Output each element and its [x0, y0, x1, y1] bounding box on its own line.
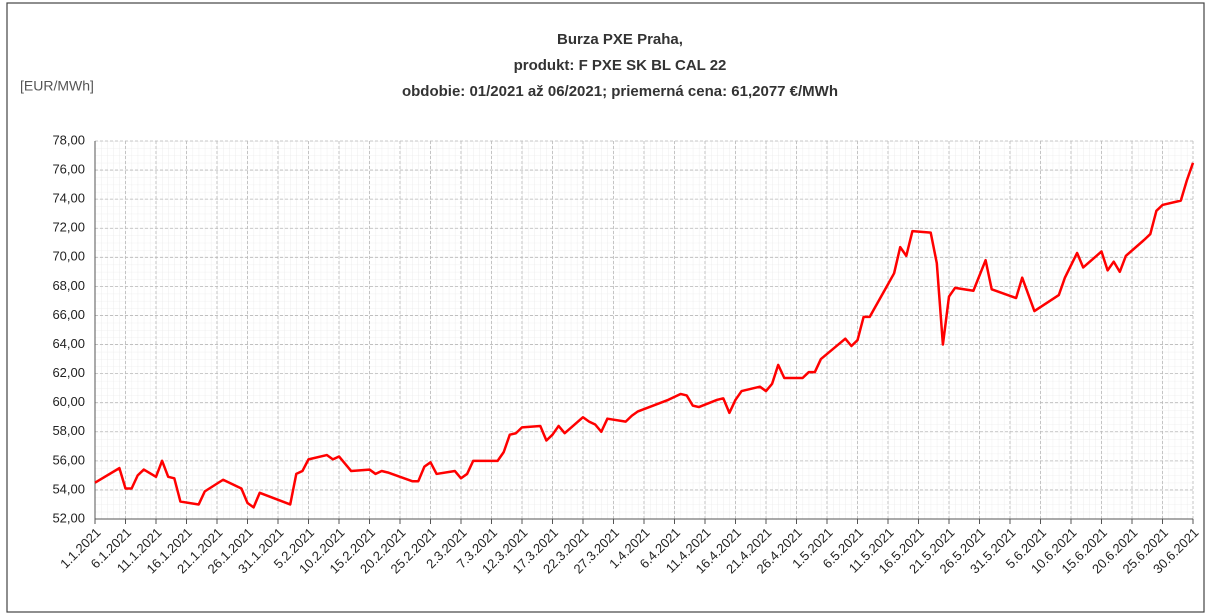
y-tick-label: 64,00 — [52, 336, 85, 351]
y-tick-label: 52,00 — [52, 510, 85, 525]
y-tick-label: 56,00 — [52, 452, 85, 467]
y-tick-label: 78,00 — [52, 132, 85, 147]
y-tick-label: 76,00 — [52, 162, 85, 177]
y-tick-label: 72,00 — [52, 220, 85, 235]
y-tick-label: 66,00 — [52, 307, 85, 322]
chart-title: Burza PXE Praha, — [557, 31, 683, 48]
y-tick-label: 54,00 — [52, 481, 85, 496]
y-tick-label: 58,00 — [52, 423, 85, 438]
chart-title: produkt: F PXE SK BL CAL 22 — [514, 57, 727, 74]
y-tick-label: 68,00 — [52, 278, 85, 293]
line — [94, 162, 1195, 509]
y-tick-label: 60,00 — [52, 394, 85, 409]
y-tick-label: 70,00 — [52, 249, 85, 264]
y-tick-label: 74,00 — [52, 191, 85, 206]
y-axis-label: [EUR/MWh] — [20, 78, 94, 94]
chart-title: obdobie: 01/2021 až 06/2021; priemerná c… — [402, 83, 838, 100]
y-tick-label: 62,00 — [52, 365, 85, 380]
